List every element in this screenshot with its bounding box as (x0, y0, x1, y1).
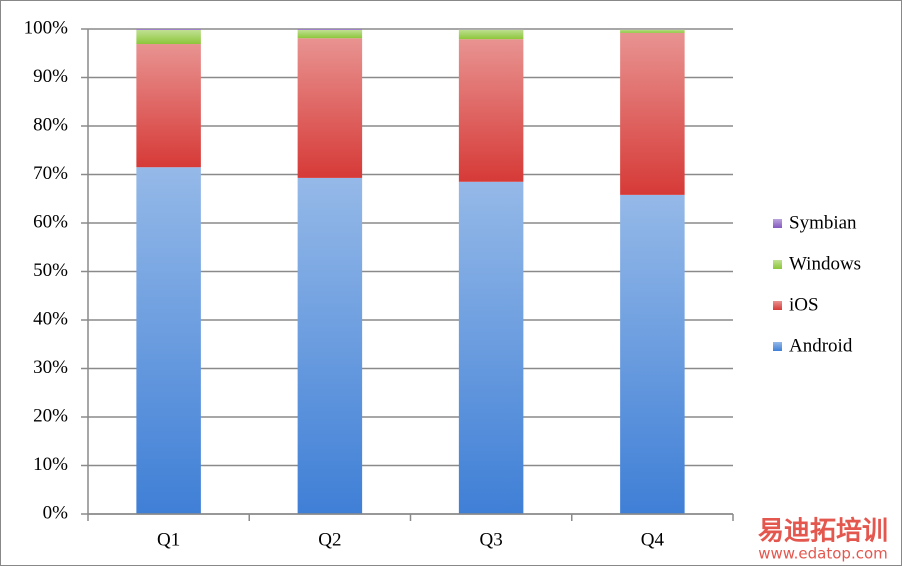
y-tick-label: 80% (33, 114, 68, 135)
legend-label: iOS (789, 294, 819, 315)
x-tick-label: Q3 (480, 529, 503, 550)
y-tick-label: 70% (33, 163, 68, 184)
bar-segment (458, 181, 524, 514)
legend-label: Windows (789, 253, 861, 274)
watermark-text: 易迪拓培训 (758, 517, 888, 547)
y-tick-label: 50% (33, 260, 68, 281)
bar-segment (136, 167, 201, 514)
legend-label: Symbian (789, 212, 857, 233)
bar-segment (458, 39, 524, 182)
x-tick-label: Q1 (157, 529, 180, 550)
legend-label: Android (789, 335, 853, 356)
legend-swatch (773, 260, 782, 269)
bar-segment (620, 32, 685, 195)
bar-segment (620, 194, 685, 514)
bar-segment (136, 44, 201, 168)
y-tick-label: 90% (33, 66, 68, 87)
bar-segment (297, 29, 363, 30)
y-tick-label: 60% (33, 211, 68, 232)
legend-swatch (773, 219, 782, 228)
y-tick-label: 20% (33, 405, 68, 426)
bar-segment (136, 29, 201, 30)
bar-segment (458, 29, 524, 40)
y-tick-label: 100% (24, 17, 69, 38)
y-tick-label: 40% (33, 308, 68, 329)
y-tick-label: 0% (43, 502, 69, 523)
bar-segment (297, 177, 363, 514)
bar-segment (620, 29, 685, 33)
y-tick-label: 10% (33, 454, 68, 475)
bar-segment (297, 38, 363, 178)
bar-segment (297, 29, 363, 39)
x-tick-label: Q4 (641, 529, 665, 550)
watermark-url: www.edatop.com (758, 545, 888, 563)
legend-swatch (773, 301, 782, 310)
bar-segment (136, 29, 201, 45)
x-tick-label: Q2 (318, 529, 341, 550)
legend-swatch (773, 342, 782, 351)
y-tick-label: 30% (33, 357, 68, 378)
